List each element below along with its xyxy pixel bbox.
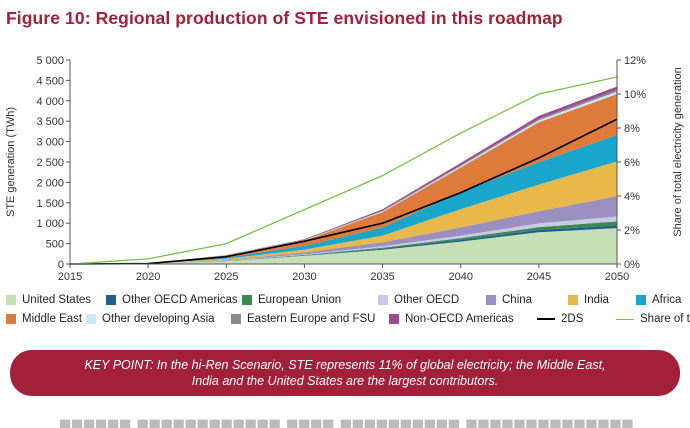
legend-swatch xyxy=(486,295,496,305)
x-tick-label: 2025 xyxy=(214,271,238,283)
y-tick-label: 4 000 xyxy=(36,96,64,108)
legend-swatch xyxy=(389,314,399,324)
overlay-lines xyxy=(69,76,618,265)
legend-item-eastern-europe-and-fsu: Eastern Europe and FSU xyxy=(231,313,376,325)
legend-swatch xyxy=(378,295,388,305)
area-india xyxy=(70,161,617,264)
legend-label: Middle East xyxy=(22,313,83,325)
x-tick-label: 2015 xyxy=(58,271,82,283)
legend-label: Share of total xyxy=(640,313,690,325)
y-tick-label: 1 000 xyxy=(36,218,64,230)
y2-tick-label: 8% xyxy=(624,123,640,135)
y2-tick-label: 12% xyxy=(624,55,646,67)
y2-tick-label: 0% xyxy=(624,259,640,271)
legend-item-other-developing-asia: Other developing Asia xyxy=(86,313,215,325)
area-layers xyxy=(70,86,617,264)
y-tick-label: 4 500 xyxy=(36,75,64,87)
legend-item-middle-east: Middle East xyxy=(6,313,82,325)
legend-swatch xyxy=(6,314,16,324)
legend-swatch xyxy=(242,295,252,305)
figure-title: Figure 10: Regional production of STE en… xyxy=(6,8,563,28)
legend-item-india: India xyxy=(568,294,609,306)
chart-legend: United States Other OECD Americas European… xyxy=(6,294,690,340)
legend-label: Other OECD Americas xyxy=(122,294,238,306)
legend-swatch xyxy=(231,314,241,324)
x-tick-label: 2035 xyxy=(370,271,394,283)
legend-item-share-of-total: Share of total xyxy=(616,313,690,325)
legend-swatch xyxy=(568,295,578,305)
key-point-banner: KEY POINT: In the hi-Ren Scenario, STE r… xyxy=(10,350,680,396)
x-tick-label: 2050 xyxy=(605,271,629,283)
y-axis-label: STE generation (TWh) xyxy=(5,107,17,217)
legend-label: Other OECD xyxy=(394,294,460,306)
legend-swatch xyxy=(106,295,116,305)
y-tick-label: 3 500 xyxy=(36,116,64,128)
x-tick-label: 2020 xyxy=(136,271,160,283)
key-point-line-1: KEY POINT: In the hi-Ren Scenario, STE r… xyxy=(84,357,606,372)
legend-swatch xyxy=(616,318,634,320)
y-tick-label: 1 500 xyxy=(36,198,64,210)
legend-item-united-states: United States xyxy=(6,294,91,306)
y2-tick-label: 6% xyxy=(624,157,640,169)
area-africa xyxy=(70,134,617,264)
legend-swatch xyxy=(636,295,646,305)
legend-label: European Union xyxy=(258,294,342,306)
legend-item-european-union: European Union xyxy=(242,294,341,306)
legend-label: Non-OECD Americas xyxy=(405,313,514,325)
y-tick-label: 2 000 xyxy=(36,177,64,189)
legend-item-other-oecd: Other OECD xyxy=(378,294,459,306)
legend-item-china: China xyxy=(486,294,532,306)
stacked-area-chart: 2015 2020 2025 2030 2035 2040 2045 2050 0 500 1 00… xyxy=(5,55,684,283)
legend-label: 2DS xyxy=(561,313,584,325)
y-tick-label: 0 xyxy=(58,259,64,271)
y-tick-label: 500 xyxy=(46,239,64,251)
legend-label: China xyxy=(502,294,533,306)
y-tick-label: 5 000 xyxy=(36,55,64,67)
key-point-line-2: India and the United States are the larg… xyxy=(191,374,499,388)
y-tick-label: 2 500 xyxy=(36,157,64,169)
axes: 2015 2020 2025 2030 2035 2040 2045 2050 0 500 1 00… xyxy=(36,55,646,283)
legend-label: India xyxy=(584,294,609,306)
legend-label: United States xyxy=(22,294,92,306)
legend-item-africa: Africa xyxy=(636,294,681,306)
y-tick-label: 3 000 xyxy=(36,137,64,149)
legend-item-non-oecd-americas: Non-OECD Americas xyxy=(389,313,514,325)
y2-tick-label: 2% xyxy=(624,225,640,237)
x-tick-label: 2040 xyxy=(448,271,472,283)
legend-swatch xyxy=(537,318,555,320)
area-middle-east xyxy=(70,94,617,264)
line-2ds xyxy=(69,118,618,265)
legend-item-2ds: 2DS xyxy=(537,313,583,325)
legend-label: Eastern Europe and FSU xyxy=(247,313,376,325)
y2-tick-label: 10% xyxy=(624,89,646,101)
legend-label: Other developing Asia xyxy=(102,313,215,325)
truncated-text-line: ▆▆▆▆▆▆ ▆▆▆▆▆▆▆▆▆▆▆▆ ▆▆▆▆ ▆▆▆▆▆▆▆▆▆▆ ▆▆▆▆… xyxy=(60,419,635,428)
x-tick-label: 2030 xyxy=(292,271,316,283)
area-other-oecd-americas xyxy=(70,225,617,264)
line-share-of-total xyxy=(69,76,618,265)
legend-swatch xyxy=(86,314,96,324)
x-tick-label: 2045 xyxy=(527,271,551,283)
y2-tick-label: 4% xyxy=(624,191,640,203)
area-european-union xyxy=(70,221,617,264)
legend-label: Africa xyxy=(652,294,682,306)
legend-item-other-oecd-americas: Other OECD Americas xyxy=(106,294,238,306)
area-united-states xyxy=(70,228,617,264)
y2-axis-label: Share of total electricity generation xyxy=(672,67,684,236)
legend-swatch xyxy=(6,295,16,305)
